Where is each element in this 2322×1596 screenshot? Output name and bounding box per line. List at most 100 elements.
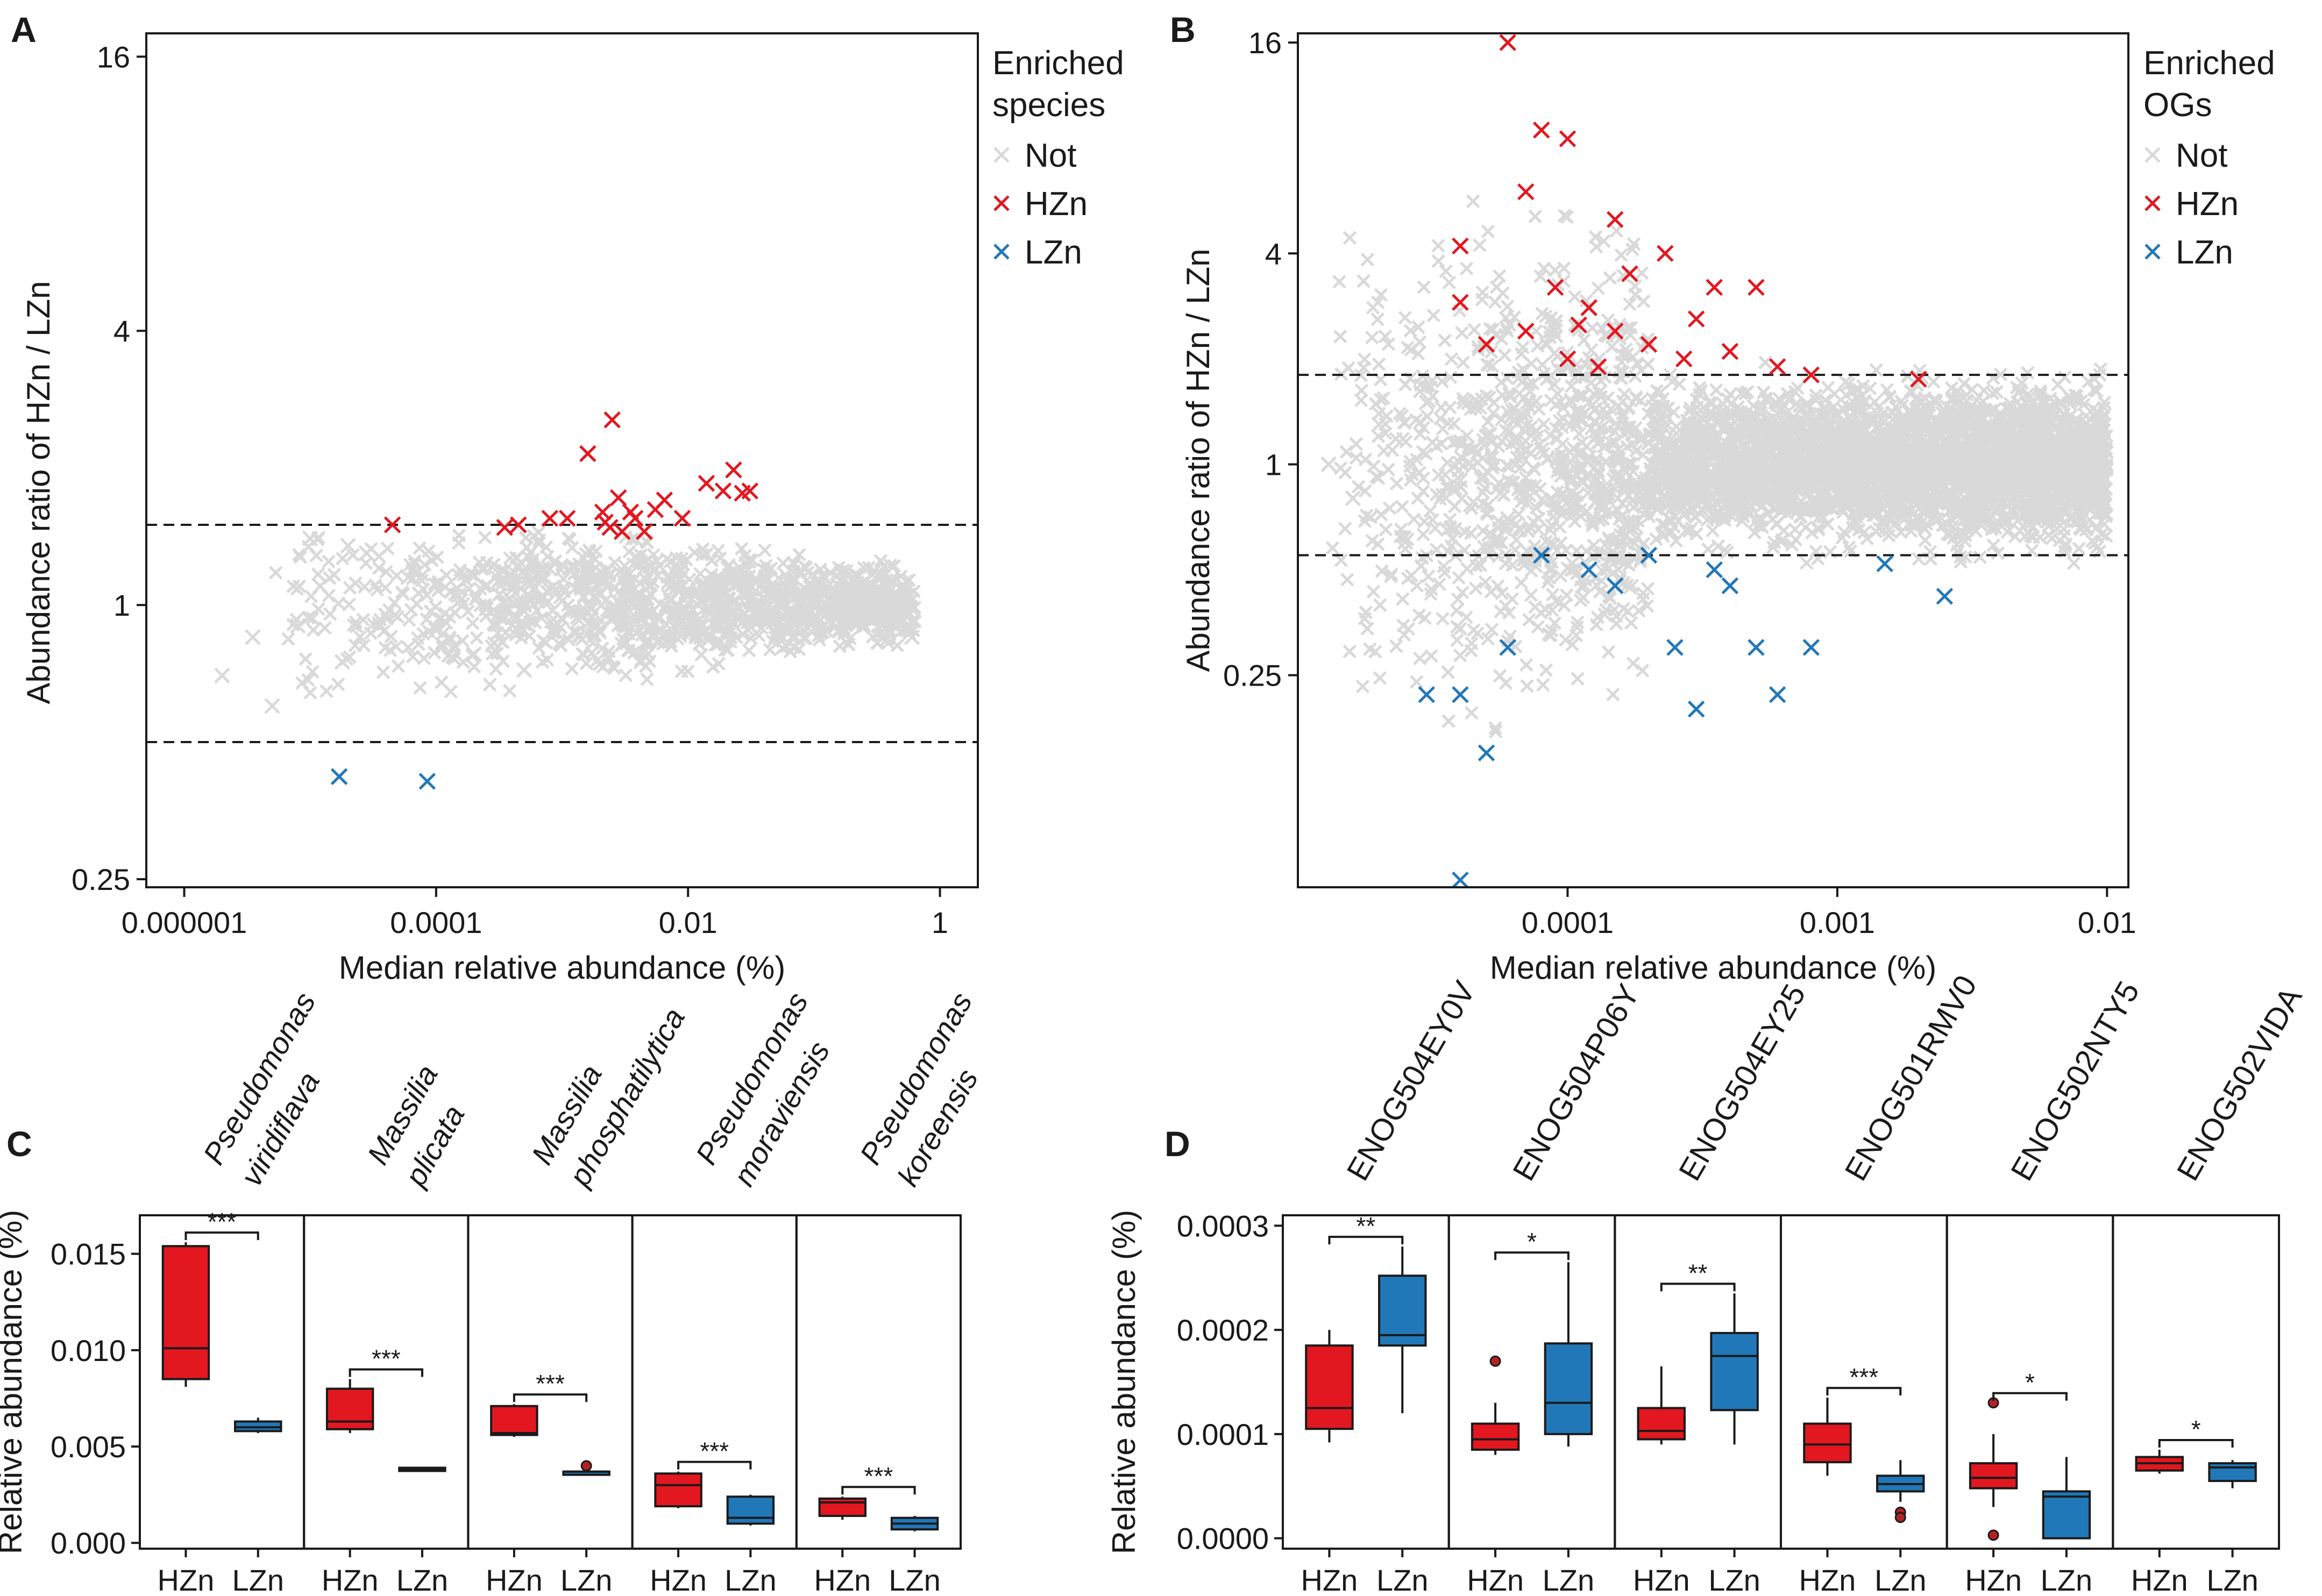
not-point — [1601, 645, 1616, 659]
not-point — [1460, 429, 1474, 443]
not-point — [1488, 295, 1502, 309]
legend-marker-lzn — [993, 244, 1010, 260]
not-point — [1376, 444, 1391, 458]
not-point — [378, 581, 393, 595]
not-point — [1836, 505, 1850, 519]
not-point — [478, 601, 494, 617]
not-point — [592, 657, 606, 672]
not-point — [1529, 324, 1543, 338]
legend-marker-not — [993, 147, 1010, 163]
not-point — [343, 581, 357, 595]
not-point — [544, 615, 558, 629]
not-point — [348, 638, 363, 652]
not-point — [498, 564, 512, 578]
not-point — [299, 652, 313, 666]
not-point — [1454, 491, 1469, 505]
not-point — [1973, 550, 1987, 564]
not-point — [1485, 623, 1499, 637]
not-point — [1535, 358, 1550, 372]
not-point — [1489, 280, 1504, 294]
not-point — [903, 607, 917, 621]
not-point — [776, 556, 790, 571]
not-point — [809, 583, 823, 597]
not-point — [327, 568, 341, 582]
not-point — [1439, 264, 1453, 279]
not-point — [376, 665, 390, 679]
not-point — [302, 530, 318, 547]
not-point — [1401, 340, 1415, 355]
not-point — [1476, 471, 1490, 486]
not-point — [619, 636, 633, 651]
not-point — [1694, 383, 1708, 398]
not-point — [1929, 395, 1943, 410]
not-point — [1395, 500, 1409, 514]
not-point — [680, 595, 696, 611]
not-point — [1366, 301, 1380, 315]
not-point — [346, 618, 361, 632]
not-point — [413, 681, 427, 695]
hzn-point — [656, 491, 673, 509]
not-point — [744, 596, 758, 611]
not-point — [844, 578, 860, 594]
not-point — [565, 661, 579, 676]
not-point — [542, 561, 558, 577]
legend-marker-hzn — [993, 195, 1010, 211]
not-point — [391, 659, 406, 673]
not-point — [1635, 664, 1650, 678]
not-point — [1551, 387, 1565, 401]
not-point — [894, 569, 908, 583]
not-point — [1788, 522, 1802, 537]
panel-label: A — [11, 10, 37, 49]
not-point — [1636, 586, 1650, 601]
hzn-point — [741, 482, 758, 500]
hzn-point — [603, 411, 621, 429]
not-point — [681, 664, 695, 679]
not-point — [724, 631, 738, 645]
not-point — [1473, 238, 1487, 252]
not-point — [744, 631, 758, 645]
not-point — [1450, 633, 1464, 647]
not-point — [319, 684, 333, 698]
not-point — [758, 543, 772, 558]
not-point — [1629, 444, 1643, 458]
not-point — [892, 611, 906, 625]
not-point — [1443, 401, 1457, 415]
not-point — [1500, 300, 1515, 314]
not-point — [1444, 352, 1459, 366]
not-point — [510, 560, 524, 574]
not-point — [527, 597, 541, 612]
not-point — [566, 624, 581, 639]
not-point — [358, 580, 372, 594]
not-point — [1616, 410, 1630, 424]
not-point — [786, 631, 800, 646]
not-point — [1489, 724, 1503, 739]
not-point — [1839, 388, 1853, 402]
not-point — [425, 553, 439, 567]
not-point — [674, 552, 688, 566]
not-point — [663, 592, 677, 607]
not-point — [334, 654, 351, 670]
not-point — [467, 660, 481, 674]
not-point — [1358, 452, 1373, 467]
not-point — [900, 593, 914, 607]
not-point — [684, 626, 698, 640]
hzn-point — [541, 510, 559, 527]
not-point — [214, 667, 230, 684]
not-point — [618, 604, 633, 618]
not-point — [1518, 471, 1533, 485]
not-point — [2090, 540, 2105, 554]
not-point — [477, 562, 492, 576]
not-point — [1577, 333, 1591, 347]
not-point — [1571, 672, 1585, 686]
hzn-point — [725, 461, 742, 479]
not-point — [1470, 626, 1485, 640]
not-point — [353, 630, 367, 644]
not-point — [1738, 387, 1752, 401]
not-point — [1758, 355, 1772, 369]
not-point — [1372, 357, 1386, 372]
not-point — [448, 639, 461, 653]
not-point — [464, 566, 478, 580]
not-point — [706, 660, 720, 674]
not-point — [1545, 588, 1560, 602]
not-point — [798, 602, 812, 617]
